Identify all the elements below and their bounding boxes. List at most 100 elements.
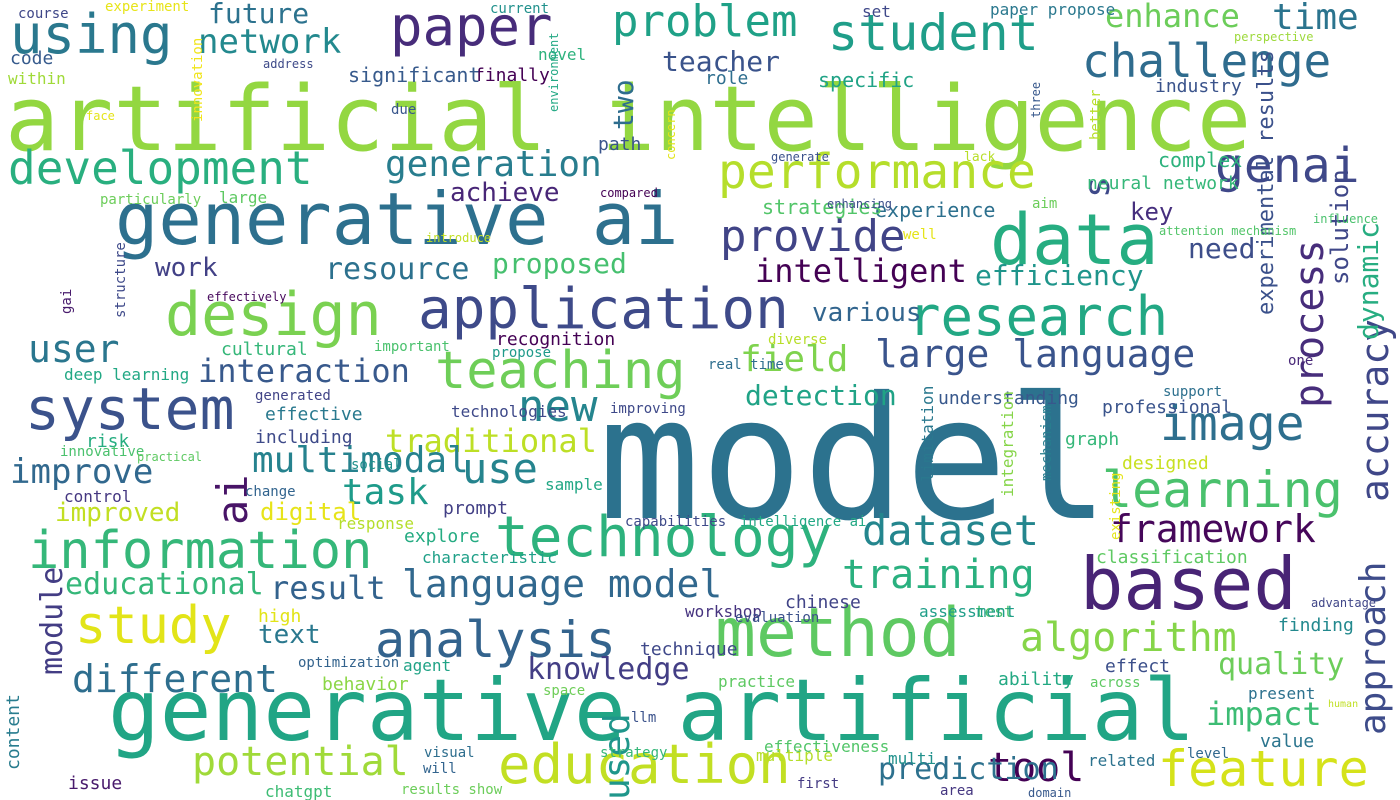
- word-particularly: particularly: [100, 192, 202, 208]
- word-capabilities: capabilities: [625, 514, 727, 530]
- word-large: large: [219, 188, 268, 207]
- word-technique: technique: [640, 639, 738, 660]
- word-course: course: [18, 6, 69, 22]
- word-paper-propose: paper propose: [990, 0, 1116, 19]
- word-advantage: advantage: [1311, 596, 1377, 610]
- word-intelligence-ai: intelligence ai: [740, 514, 867, 530]
- word-traditional: traditional: [385, 422, 597, 460]
- word-designed: designed: [1122, 453, 1209, 474]
- word-artificial-intelligence: artificial intelligence: [5, 67, 1252, 172]
- word-enhance: enhance: [1105, 0, 1240, 35]
- word-dynamic: dynamic: [1352, 221, 1385, 340]
- word-dataset: dataset: [862, 506, 1040, 555]
- word-model: model: [598, 361, 1110, 559]
- word-recognition: recognition: [496, 329, 616, 350]
- word-better: better: [1088, 89, 1104, 140]
- word-effectiveness: effectiveness: [764, 737, 890, 756]
- word-effectively: effectively: [207, 290, 287, 304]
- word-visual: visual: [424, 745, 475, 761]
- word-result: result: [270, 569, 386, 607]
- word-complex: complex: [1158, 148, 1243, 172]
- word-high: high: [258, 606, 302, 627]
- word-ability: ability: [998, 669, 1074, 690]
- word-neural-network: neural network: [1087, 173, 1239, 194]
- word-technology: technology: [495, 505, 833, 570]
- word-approach: approach: [1353, 561, 1394, 735]
- word-feature: feature: [1158, 740, 1369, 798]
- word-problem: problem: [612, 0, 798, 47]
- word-risk: risk: [86, 431, 130, 452]
- word-response: response: [337, 514, 415, 533]
- word-novel: novel: [538, 45, 587, 64]
- word-challenge: challenge: [1082, 34, 1332, 88]
- word-text: text: [258, 620, 321, 650]
- word-design: design: [165, 280, 382, 350]
- word-human: human: [1328, 699, 1359, 710]
- word-data: data: [990, 199, 1159, 281]
- word-based: based: [1080, 542, 1297, 626]
- word-sample: sample: [545, 475, 603, 494]
- word-improved: improved: [55, 498, 181, 528]
- word-provide: provide: [720, 211, 906, 262]
- word-knowledge: knowledge: [527, 652, 690, 687]
- word-impact: impact: [1206, 695, 1322, 733]
- word-cultural: cultural: [221, 339, 308, 360]
- word-efficiency: efficiency: [975, 259, 1144, 292]
- word-test: test: [975, 602, 1014, 621]
- word-assessment: assessment: [919, 602, 1016, 621]
- word-lack: lack: [964, 150, 996, 165]
- word-practical: practical: [137, 450, 203, 464]
- word-interaction: interaction: [198, 352, 410, 390]
- word-industry: industry: [1155, 76, 1242, 97]
- word-strategies: strategies: [762, 195, 883, 219]
- word-application: application: [418, 277, 789, 342]
- word-work: work: [155, 253, 218, 283]
- word-two: two: [607, 79, 640, 130]
- word-llm: llm: [631, 710, 657, 726]
- word-related: related: [1088, 751, 1156, 770]
- word-genai: genai: [1215, 138, 1360, 194]
- word-three: three: [1029, 81, 1043, 118]
- word-user: user: [28, 327, 120, 371]
- word-present: present: [1248, 684, 1316, 703]
- word-generated: generated: [255, 388, 331, 404]
- word-resource: resource: [325, 252, 470, 287]
- word-future: future: [208, 0, 310, 30]
- word-agent: agent: [403, 656, 452, 675]
- word-analysis: analysis: [375, 611, 616, 669]
- word-attention-mechanism: attention mechanism: [1159, 224, 1297, 238]
- word-compared: compared: [600, 186, 658, 200]
- word-achieve: achieve: [450, 178, 560, 208]
- word-environment: environment: [547, 32, 561, 112]
- word-finding: finding: [1278, 615, 1354, 636]
- word-area: area: [940, 783, 974, 799]
- word-tool: tool: [988, 745, 1085, 791]
- word-accuracy: accuracy: [1353, 318, 1397, 502]
- word-one: one: [1288, 353, 1314, 369]
- word-language-model: language model: [402, 562, 723, 606]
- word-value: value: [1260, 731, 1315, 752]
- word-current: current: [490, 1, 550, 17]
- word-multiple: multiple: [756, 746, 834, 765]
- word-due: due: [391, 102, 417, 118]
- word-educational: educational: [65, 567, 264, 602]
- word-new: new: [518, 381, 598, 432]
- word-behavior: behavior: [322, 674, 409, 695]
- word-teaching: teaching: [435, 341, 686, 401]
- word-performance: performance: [718, 144, 1036, 200]
- word-various: various: [812, 298, 922, 328]
- word-effective: effective: [265, 404, 363, 425]
- word-learning: learning: [1102, 461, 1343, 519]
- word-experimental-results: experimental results: [1254, 50, 1279, 315]
- word-well: well: [903, 227, 937, 243]
- word-module: module: [35, 566, 70, 675]
- word-task: task: [342, 472, 429, 513]
- word-mechanism: mechanism: [1039, 405, 1055, 481]
- word-aim: aim: [1032, 196, 1058, 212]
- word-effect: effect: [1105, 656, 1171, 677]
- word-development: development: [8, 141, 313, 195]
- word-use: use: [462, 444, 538, 493]
- word-within: within: [8, 69, 66, 88]
- word-domain: domain: [1028, 786, 1072, 800]
- word-professional: professional: [1102, 397, 1233, 418]
